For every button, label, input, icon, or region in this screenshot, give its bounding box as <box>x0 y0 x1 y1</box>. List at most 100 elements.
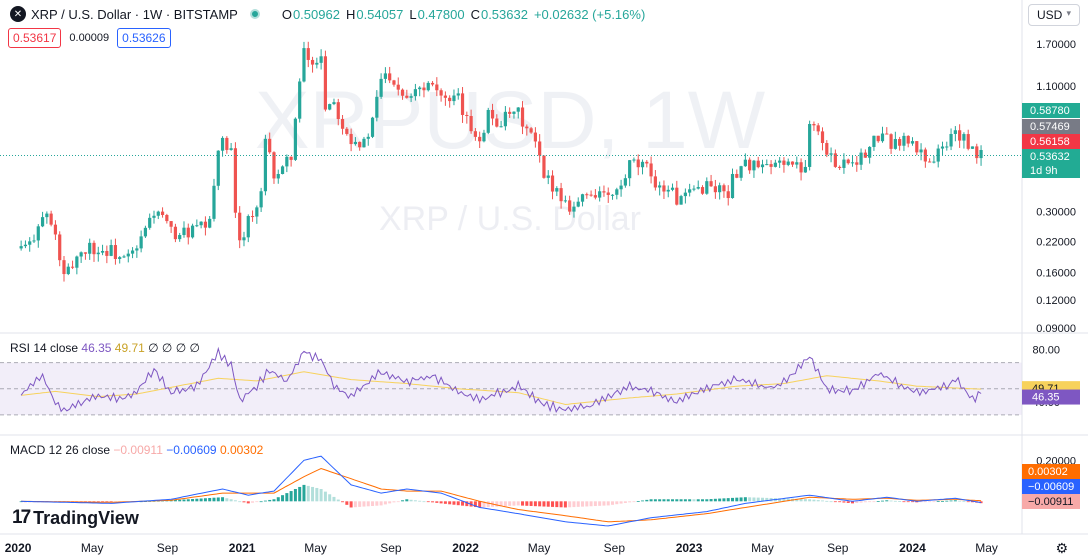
candle-body <box>306 48 310 60</box>
macd-histogram-bar <box>846 501 850 503</box>
macd-histogram-bar <box>178 499 182 502</box>
candle-body <box>272 152 276 179</box>
macd-histogram-bar <box>739 497 743 502</box>
candle-body <box>906 135 910 144</box>
macd-histogram-bar <box>383 501 387 505</box>
macd-histogram-bar <box>551 501 555 507</box>
macd-histogram-bar <box>705 499 709 502</box>
macd-histogram-bar <box>461 501 465 506</box>
currency-select[interactable]: USD ▾ <box>1028 4 1080 26</box>
rsi-legend-part: 46.35 <box>81 341 114 355</box>
signal-line <box>21 467 982 523</box>
buy-button[interactable]: 0.53626 <box>117 28 171 48</box>
candle-body <box>572 206 576 212</box>
rsi-tick-label: 80.00 <box>1032 345 1060 357</box>
candle-body <box>773 162 777 167</box>
order-boxes: 0.53617 0.00009 0.53626 <box>8 28 171 48</box>
macd-histogram-bar <box>435 501 439 503</box>
candle-body <box>143 227 148 237</box>
candle-body <box>816 125 820 132</box>
spread-value: 0.00009 <box>69 32 110 44</box>
macd-histogram-bar <box>533 501 537 507</box>
macd-histogram-bar <box>341 501 345 503</box>
candle-body <box>936 148 940 162</box>
macd-histogram-bar <box>731 497 735 502</box>
candle-body <box>953 130 957 134</box>
candle-body <box>456 93 460 96</box>
candle-body <box>362 138 366 148</box>
time-tick-label: 2021 <box>229 541 256 555</box>
candle-body <box>319 56 323 63</box>
gear-icon[interactable]: ⚙ <box>1055 540 1068 556</box>
candle-body <box>598 191 602 198</box>
candle-body <box>636 159 640 168</box>
rsi-pane[interactable]: RSI 14 close 46.35 49.71 ∅ ∅ ∅ ∅ <box>0 341 1022 416</box>
macd-histogram-bar <box>525 501 529 506</box>
macd-histogram-bar <box>606 501 610 506</box>
macd-histogram-bar <box>443 501 447 504</box>
macd-histogram-bar <box>473 501 477 508</box>
macd-histogram-bar <box>191 499 195 502</box>
candle-body <box>782 160 786 165</box>
candle-body <box>435 84 439 91</box>
price-pane[interactable] <box>0 41 1022 282</box>
chevron-down-icon: ▾ <box>1066 8 1071 18</box>
macd-histogram-bar <box>529 501 533 506</box>
time-tick-label: May <box>81 541 104 555</box>
macd-histogram-bar <box>289 491 293 502</box>
candle-body <box>285 156 289 167</box>
candle-body <box>122 256 126 258</box>
candle-body <box>173 226 178 240</box>
candle-body <box>880 133 885 142</box>
ohlc-open-value: 0.50962 <box>292 6 340 22</box>
candle-body <box>62 260 66 275</box>
candle-body <box>846 159 850 164</box>
macd-histogram-bar <box>735 497 739 502</box>
macd-histogram-bar <box>572 501 576 508</box>
macd-histogram-bar <box>679 499 683 502</box>
candle-body <box>919 149 923 153</box>
macd-histogram-bar <box>251 501 255 503</box>
tradingview-logo[interactable]: 17 TradingView <box>12 507 139 529</box>
price-axis-badge <box>1022 103 1080 118</box>
candle-body <box>640 161 645 168</box>
candle-body <box>160 211 165 216</box>
rsi-badge-label: 46.35 <box>1032 392 1060 404</box>
candle-body <box>53 224 58 235</box>
candle-body <box>808 123 812 167</box>
macd-histogram-bar <box>216 497 220 502</box>
macd-histogram-bar <box>422 501 426 503</box>
candle-body <box>820 131 825 144</box>
candle-body <box>465 114 469 117</box>
symbol-legend: ✕ XRP / U.S. Dollar · 1W · BITSTAMP O 0.5… <box>10 6 645 22</box>
symbol-title[interactable]: XRP / U.S. Dollar · 1W · BITSTAMP <box>31 6 238 22</box>
candle-body <box>225 137 229 150</box>
candle-body <box>478 136 482 142</box>
candle-body <box>945 146 949 148</box>
macd-pane[interactable]: MACD 12 26 close −0.00911 −0.00609 0.003… <box>10 443 983 527</box>
ohlc-low-key: L <box>409 6 417 22</box>
macd-histogram-bar <box>949 500 953 502</box>
macd-histogram-bar <box>842 501 846 503</box>
macd-histogram-bar <box>345 501 349 505</box>
candle-body <box>803 166 807 173</box>
candle-body <box>670 187 675 190</box>
ohlc-low-value: 0.47800 <box>417 6 465 22</box>
candle-body <box>216 150 220 186</box>
candle-body <box>850 162 855 164</box>
candle-body <box>795 162 799 165</box>
price-tick-label: 1.10000 <box>1036 81 1076 93</box>
macd-histogram-bar <box>315 487 319 502</box>
macd-histogram-bar <box>225 498 229 502</box>
time-tick-label: Sep <box>380 541 402 555</box>
time-tick-label: May <box>751 541 774 555</box>
candle-body <box>825 143 829 155</box>
eye-icon[interactable] <box>249 9 260 19</box>
sell-button[interactable]: 0.53617 <box>8 28 62 48</box>
macd-histogram-bar <box>268 499 272 502</box>
macd-histogram-bar <box>816 500 820 502</box>
macd-histogram-bar <box>465 501 469 507</box>
